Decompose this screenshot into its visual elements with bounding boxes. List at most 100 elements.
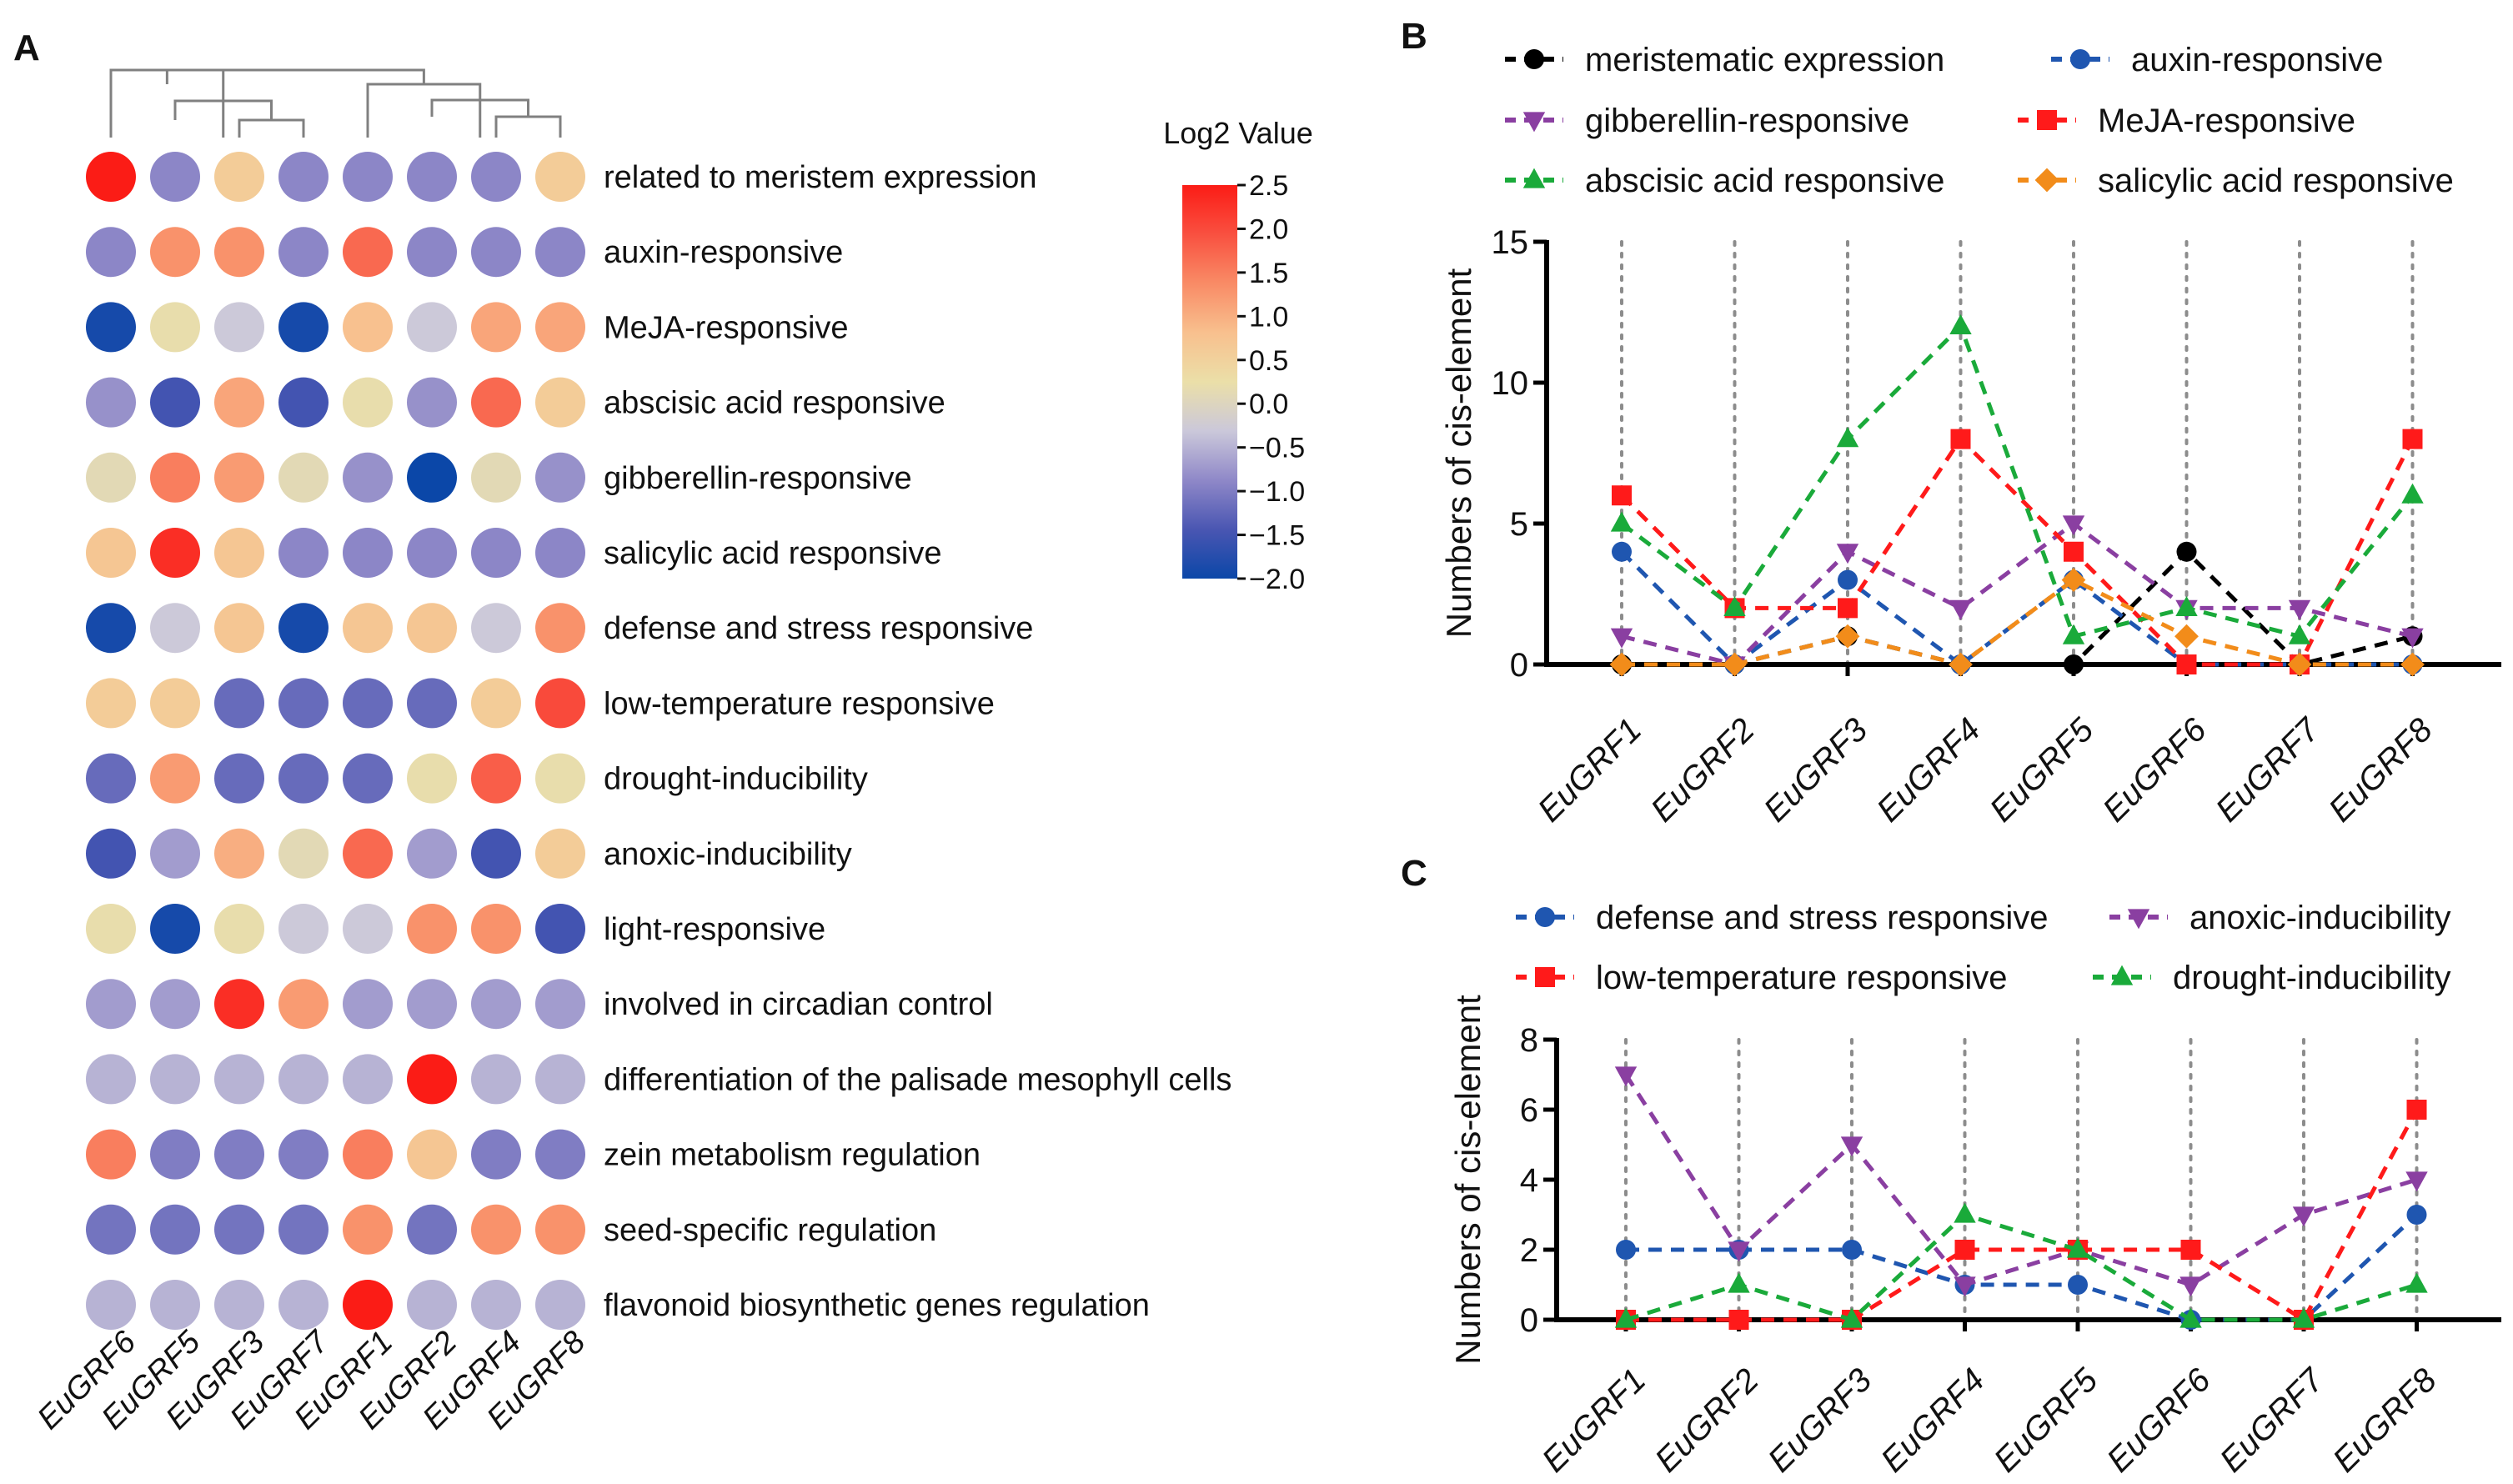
- y-tick-label: 15: [1492, 224, 1529, 261]
- heatmap-cell-zein-metabolism-regulation-eugrf1: [343, 1129, 393, 1180]
- data-point-gibberellin-responsive-eugrf1: [1610, 628, 1633, 649]
- heatmap-cell-defense-and-stress-responsive-eugrf8: [535, 603, 585, 654]
- y-tick-label: 8: [1520, 1022, 1538, 1059]
- heatmap-cell-differentiation-of-the-palisade-mesophyll-cells-eugrf6: [86, 1054, 136, 1105]
- heatmap-cell-drought-inducibility-eugrf7: [278, 753, 329, 804]
- heatmap-cell-defense-and-stress-responsive-eugrf7: [278, 603, 329, 654]
- heatmap-cell-anoxic-inducibility-eugrf7: [278, 828, 329, 879]
- heatmap-cell-anoxic-inducibility-eugrf6: [86, 828, 136, 879]
- x-tick-label: EuGRF6: [2096, 711, 2215, 830]
- heatmap-cell-differentiation-of-the-palisade-mesophyll-cells-eugrf8: [535, 1054, 585, 1105]
- heatmap-cell-light-responsive-eugrf5: [150, 904, 200, 954]
- data-point-auxin-responsive-eugrf1: [1612, 541, 1632, 562]
- colorbar-tick-label: 1.5: [1249, 258, 1288, 289]
- heatmap-cell-anoxic-inducibility-eugrf4: [471, 828, 521, 879]
- heatmap-row-label: differentiation of the palisade mesophyl…: [604, 1062, 1231, 1097]
- heatmap-cell-auxin-responsive-eugrf8: [535, 227, 585, 278]
- data-point-salicylic-acid-responsive-eugrf1: [1609, 652, 1634, 677]
- y-axis-label: Numbers of cis-element: [1448, 995, 1487, 1365]
- heatmap-cell-meja-responsive-eugrf2: [407, 302, 457, 353]
- heatmap-row-label: auxin-responsive: [604, 235, 843, 270]
- heatmap-cell-flavonoid-biosynthetic-genes-regulation-eugrf5: [150, 1280, 200, 1330]
- heatmap-cell-auxin-responsive-eugrf3: [214, 227, 264, 278]
- data-point-anoxic-inducibility-eugrf1: [1614, 1066, 1638, 1087]
- heatmap-cell-differentiation-of-the-palisade-mesophyll-cells-eugrf2: [407, 1054, 457, 1105]
- legend-marker-abscisic-acid-responsive: [1522, 168, 1546, 188]
- heatmap-cell-zein-metabolism-regulation-eugrf4: [471, 1129, 521, 1180]
- heatmap-cell-zein-metabolism-regulation-eugrf2: [407, 1129, 457, 1180]
- x-tick-label: EuGRF5: [1987, 1361, 2105, 1480]
- legend-label: gibberellin-responsive: [1585, 103, 1909, 139]
- data-point-gibberellin-responsive-eugrf7: [2288, 599, 2311, 620]
- data-point-salicylic-acid-responsive-eugrf8: [2400, 652, 2425, 677]
- heatmap-cell-salicylic-acid-responsive-eugrf1: [343, 528, 393, 578]
- legend-item-auxin-responsive: auxin-responsive: [2051, 42, 2383, 78]
- heatmap-row-label: drought-inducibility: [604, 762, 868, 797]
- heatmap-cell-flavonoid-biosynthetic-genes-regulation-eugrf1: [343, 1280, 393, 1330]
- heatmap-cell-meja-responsive-eugrf7: [278, 302, 329, 353]
- legend-marker-meja-responsive: [2037, 110, 2057, 130]
- heatmap-cell-auxin-responsive-eugrf7: [278, 227, 329, 278]
- heatmap-cell-gibberellin-responsive-eugrf5: [150, 452, 200, 503]
- heatmap-cell-anoxic-inducibility-eugrf5: [150, 828, 200, 879]
- series-anoxic-inducibility: [1614, 1066, 2428, 1297]
- heatmap-cell-defense-and-stress-responsive-eugrf2: [407, 603, 457, 654]
- heatmap-cell-flavonoid-biosynthetic-genes-regulation-eugrf7: [278, 1280, 329, 1330]
- data-point-gibberellin-responsive-eugrf3: [1836, 544, 1859, 564]
- heatmap-cell-anoxic-inducibility-eugrf3: [214, 828, 264, 879]
- heatmap-cell-anoxic-inducibility-eugrf2: [407, 828, 457, 879]
- data-point-low-temperature-responsive-eugrf4: [1954, 1240, 1975, 1260]
- data-point-meja-responsive-eugrf3: [1838, 598, 1858, 619]
- y-tick-label: 2: [1520, 1232, 1538, 1269]
- legend-item-meristematic-expression: meristematic expression: [1505, 42, 1944, 78]
- heatmap-cell-gibberellin-responsive-eugrf3: [214, 452, 264, 503]
- x-tick-label: EuGRF6: [2100, 1361, 2219, 1480]
- data-point-anoxic-inducibility-eugrf3: [1840, 1136, 1863, 1157]
- dendrogram: [109, 68, 562, 138]
- heatmap-cell-meja-responsive-eugrf8: [535, 302, 585, 353]
- heatmap-cell-low-temperature-responsive-eugrf8: [535, 678, 585, 729]
- legend-item-defense-and-stress-responsive: defense and stress responsive: [1516, 900, 2049, 936]
- heatmap-cell-drought-inducibility-eugrf2: [407, 753, 457, 804]
- heatmap-cell-meja-responsive-eugrf1: [343, 302, 393, 353]
- data-point-low-temperature-responsive-eugrf6: [2180, 1240, 2201, 1260]
- heatmap-cell-abscisic-acid-responsive-eugrf1: [343, 377, 393, 428]
- heatmap-cell-flavonoid-biosynthetic-genes-regulation-eugrf4: [471, 1280, 521, 1330]
- data-point-anoxic-inducibility-eugrf8: [2405, 1171, 2428, 1192]
- y-tick-label: 0: [1520, 1302, 1538, 1339]
- dendrogram-branch: [165, 68, 425, 84]
- heatmap-cell-meja-responsive-eugrf5: [150, 302, 200, 353]
- legend-label: anoxic-inducibility: [2189, 900, 2450, 936]
- heatmap-cell-involved-in-circadian-control-eugrf2: [407, 979, 457, 1030]
- heatmap-cell-low-temperature-responsive-eugrf4: [471, 678, 521, 729]
- series-abscisic-acid-responsive: [1610, 314, 2424, 644]
- line-chart-c: 02468EuGRF1EuGRF2EuGRF3EuGRF4EuGRF5EuGRF…: [1448, 900, 2501, 1479]
- heatmap-cell-drought-inducibility-eugrf4: [471, 753, 521, 804]
- data-point-meja-responsive-eugrf4: [1950, 429, 1971, 449]
- heatmap-cell-abscisic-acid-responsive-eugrf6: [86, 377, 136, 428]
- data-point-meja-responsive-eugrf8: [2402, 429, 2423, 449]
- heatmap-cell-zein-metabolism-regulation-eugrf7: [278, 1129, 329, 1180]
- legend-marker-salicylic-acid-responsive: [2034, 168, 2059, 193]
- data-point-salicylic-acid-responsive-eugrf3: [1835, 624, 1860, 649]
- x-tick-label: EuGRF7: [2213, 1361, 2331, 1479]
- data-point-auxin-responsive-eugrf3: [1838, 569, 1858, 590]
- heatmap-cell-flavonoid-biosynthetic-genes-regulation-eugrf6: [86, 1280, 136, 1330]
- heatmap-cell-seed-specific-regulation-eugrf6: [86, 1204, 136, 1255]
- heatmap-row-label: salicylic acid responsive: [604, 536, 942, 571]
- data-point-drought-inducibility-eugrf3: [1840, 1307, 1863, 1328]
- heatmap-cell-salicylic-acid-responsive-eugrf4: [471, 528, 521, 578]
- legend-marker-gibberellin-responsive: [1522, 112, 1546, 133]
- data-point-salicylic-acid-responsive-eugrf5: [2061, 568, 2086, 592]
- colorbar-tick-label: 2.5: [1249, 170, 1288, 202]
- heatmap-cell-gibberellin-responsive-eugrf2: [407, 452, 457, 503]
- data-point-abscisic-acid-responsive-eugrf2: [1723, 596, 1746, 616]
- y-tick-label: 6: [1520, 1092, 1538, 1129]
- heatmap-cell-light-responsive-eugrf6: [86, 904, 136, 954]
- heatmap-cell-drought-inducibility-eugrf6: [86, 753, 136, 804]
- heatmap-cell-drought-inducibility-eugrf5: [150, 753, 200, 804]
- colorbar-tick-label: −1.0: [1249, 476, 1305, 508]
- data-point-salicylic-acid-responsive-eugrf4: [1949, 652, 1973, 677]
- heatmap-cell-seed-specific-regulation-eugrf5: [150, 1204, 200, 1255]
- x-tick-label: EuGRF7: [2209, 710, 2327, 829]
